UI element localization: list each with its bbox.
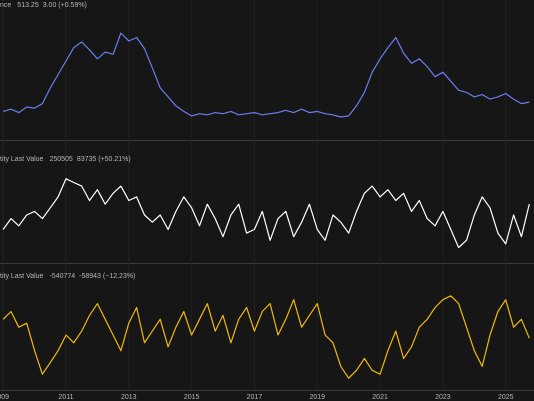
- series-name: nce: [0, 2, 11, 9]
- x-tick-label: 009: [0, 394, 9, 401]
- change-value: 3.00 (+0.59%): [43, 2, 87, 9]
- last-value: 250505: [49, 156, 72, 163]
- change-value: 83735 (+50.21%): [77, 156, 131, 163]
- x-tick-label: 2025: [498, 394, 514, 401]
- series-name: tity Last Value: [0, 273, 44, 280]
- series-line: [2, 32, 530, 118]
- series-line: [2, 178, 530, 249]
- last-value: -540774: [49, 273, 75, 280]
- x-tick-label: 2021: [372, 394, 388, 401]
- x-tick-label: 2011: [58, 394, 73, 401]
- x-tick-label: 2019: [309, 394, 325, 401]
- last-value: 513.25: [17, 2, 39, 9]
- x-tick-label: 2015: [184, 394, 200, 401]
- change-value: -58943 (−12.23%): [79, 273, 135, 280]
- x-tick-label: 2013: [121, 394, 137, 401]
- x-tick-label: 2017: [247, 394, 263, 401]
- x-tick-label: 2023: [435, 394, 451, 401]
- series-name: tity Last Value: [0, 156, 44, 163]
- series-line: [2, 295, 530, 379]
